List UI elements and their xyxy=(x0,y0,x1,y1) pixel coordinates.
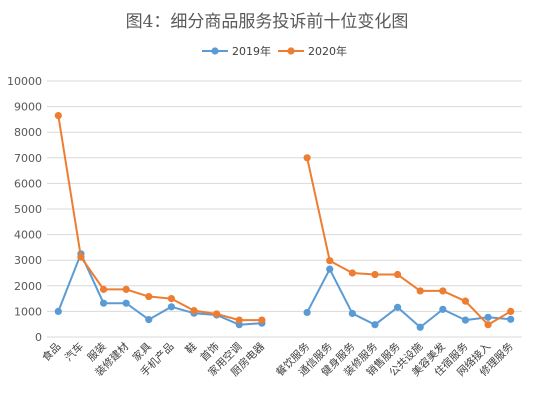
data-point xyxy=(484,321,492,329)
data-point xyxy=(484,313,492,321)
legend-label: 2019年 xyxy=(232,44,271,58)
data-point xyxy=(54,111,62,120)
data-point xyxy=(213,310,221,318)
data-point xyxy=(416,323,424,331)
y-tick-label: 6000 xyxy=(14,177,42,190)
y-tick-label: 4000 xyxy=(14,229,42,242)
y-axis: 0 1000 2000 3000 4000 5000 6000 7000 8000 9000 100… xyxy=(7,75,42,344)
series-line xyxy=(57,252,262,326)
data-point xyxy=(416,287,424,295)
legend-swatch-marker xyxy=(287,47,295,55)
series-line xyxy=(57,115,262,322)
plot-area xyxy=(54,111,515,331)
y-tick-label: 5000 xyxy=(14,203,42,216)
data-point xyxy=(439,287,447,295)
data-point xyxy=(371,321,379,329)
y-tick-label: 2000 xyxy=(14,280,42,293)
series-line xyxy=(306,268,511,329)
data-point xyxy=(99,299,108,307)
legend: 2019年 2020年 xyxy=(202,44,347,58)
data-point xyxy=(145,315,153,324)
data-point xyxy=(393,303,402,311)
x-tick-label: 鞋 xyxy=(183,340,200,357)
data-point xyxy=(258,316,266,324)
data-point xyxy=(439,305,447,313)
chart-title: 图4：细分商品服务投诉前十位变化图 xyxy=(126,12,409,32)
data-point xyxy=(77,253,85,261)
x-tick-label: 汽车 xyxy=(62,340,86,364)
data-point xyxy=(167,295,176,303)
data-point xyxy=(461,297,470,305)
y-tick-label: 8000 xyxy=(14,126,42,139)
data-point xyxy=(507,307,515,315)
y-tick-label: 7000 xyxy=(14,152,42,165)
data-point xyxy=(326,265,334,273)
data-point xyxy=(167,303,176,311)
data-point xyxy=(122,285,130,293)
data-point xyxy=(326,257,334,265)
data-point xyxy=(190,307,198,315)
y-tick-label: 0 xyxy=(35,331,42,344)
data-point xyxy=(348,309,356,318)
data-point xyxy=(507,315,515,323)
gridlines xyxy=(47,80,522,338)
y-tick-label: 10000 xyxy=(7,75,42,88)
data-point xyxy=(461,316,470,324)
data-point xyxy=(393,270,402,279)
series-line xyxy=(306,157,512,326)
data-point xyxy=(303,154,311,162)
data-point xyxy=(122,299,130,307)
data-point xyxy=(54,307,62,315)
x-tick-label: 食品 xyxy=(39,340,63,364)
y-tick-label: 9000 xyxy=(14,101,42,114)
data-point xyxy=(145,292,153,301)
y-tick-label: 3000 xyxy=(14,254,42,267)
data-point xyxy=(371,270,379,279)
y-tick-label: 1000 xyxy=(14,305,42,318)
data-point xyxy=(235,316,243,324)
data-point xyxy=(303,308,311,317)
data-point xyxy=(99,285,108,293)
data-point xyxy=(348,269,356,277)
legend-label: 2020年 xyxy=(308,44,347,58)
x-axis: 食品 汽车 服装装修建材 家具手机产品鞋首饰家用空调厨房电器 餐饮服务通信服务健身服务装… xyxy=(39,340,516,379)
legend-swatch-marker xyxy=(211,47,219,55)
